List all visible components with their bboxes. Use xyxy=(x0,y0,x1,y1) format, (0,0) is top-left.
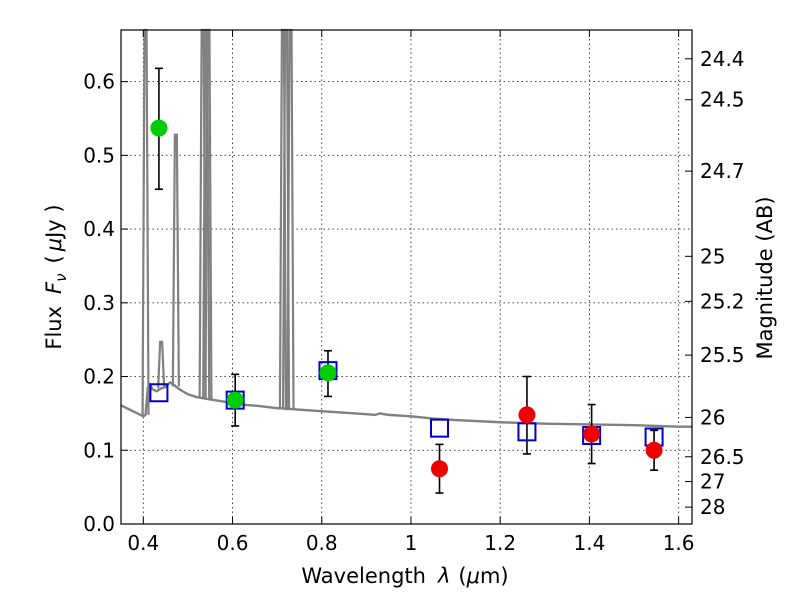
y-tick-label: 0.0 xyxy=(83,512,115,536)
observed-flux-point xyxy=(319,364,337,382)
y-axis-label: FluxFν(μJy ) xyxy=(42,204,70,349)
observed-flux-point xyxy=(431,460,449,478)
model-photometry-square xyxy=(149,383,169,403)
observed-flux-point xyxy=(518,406,536,424)
y-tick-label: 0.3 xyxy=(83,291,115,315)
x-tick-label: 1.6 xyxy=(663,531,695,555)
model-spectrum xyxy=(120,28,692,428)
y2-tick-label: 26.5 xyxy=(700,445,745,469)
y2-tick-label: 26 xyxy=(700,405,725,429)
model-photometry-square xyxy=(430,418,450,438)
y2-tick-label: 25.5 xyxy=(700,343,745,367)
y-tick-label: 0.4 xyxy=(83,217,115,241)
x-tick-label: 0.6 xyxy=(217,531,249,555)
right-axis-label: Magnitude (AB) xyxy=(753,196,777,359)
emission-line xyxy=(141,28,150,415)
x-tick-label: 0.8 xyxy=(306,531,338,555)
observed-flux-point xyxy=(583,425,601,443)
spectrum-continuum xyxy=(120,381,692,428)
y2-tick-label: 27 xyxy=(700,470,725,494)
y2-tick-label: 24.7 xyxy=(700,159,745,183)
observed-flux-point xyxy=(226,391,244,409)
x-tick-label: 1 xyxy=(405,531,418,555)
y-tick-label: 0.2 xyxy=(83,365,115,389)
observed-flux-point xyxy=(150,119,168,137)
y-tick-label: 0.6 xyxy=(83,70,115,94)
y-tick-label: 0.5 xyxy=(83,143,115,167)
y2-tick-label: 25.2 xyxy=(700,289,745,313)
y2-tick-label: 25 xyxy=(700,244,725,268)
x-tick-label: 0.4 xyxy=(127,531,159,555)
x-tick-label: 1.2 xyxy=(484,531,516,555)
y-tick-label: 0.1 xyxy=(83,438,115,462)
y2-tick-label: 24.5 xyxy=(700,88,745,112)
y2-tick-label: 28 xyxy=(700,495,725,519)
x-axis-label: Wavelength λ (μm) xyxy=(301,564,508,588)
plot-frame xyxy=(120,29,693,525)
observed-flux-point xyxy=(645,441,663,459)
emission-line xyxy=(157,340,166,389)
x-tick-label: 1.4 xyxy=(573,531,605,555)
emission-line xyxy=(286,28,295,409)
emission-line xyxy=(171,133,180,387)
y2-tick-label: 24.4 xyxy=(700,47,745,71)
observed-flux-points xyxy=(150,119,663,478)
axis-ticks: 0.4 0.6 0.8 1 1.2 1.4 1.6 0.0 0.1 0.2 0.3 0.4 0.5 0.6… xyxy=(83,30,745,555)
